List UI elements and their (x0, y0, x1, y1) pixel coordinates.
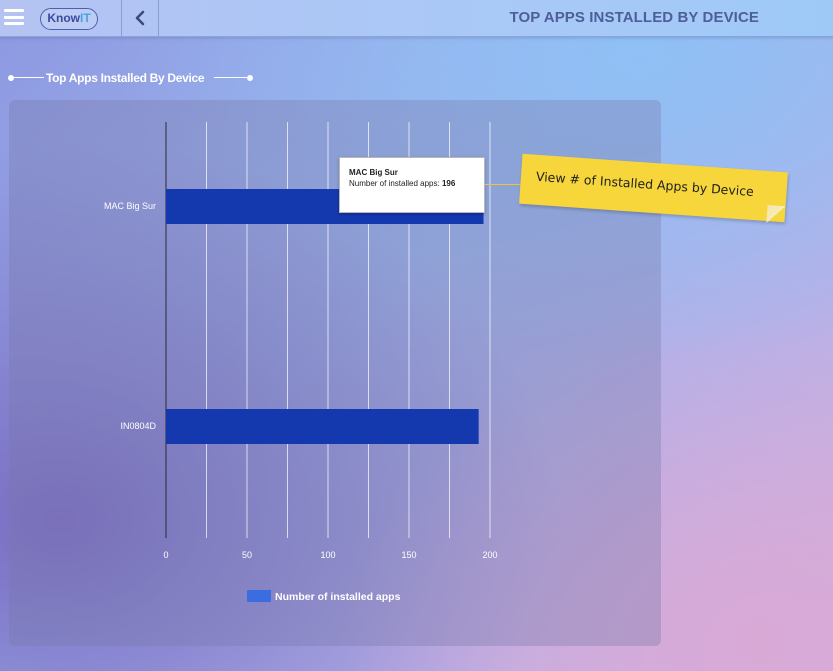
x-tick-label: 50 (242, 550, 252, 560)
knowit-logo[interactable]: KnowIT (40, 8, 98, 30)
heading-dot (247, 74, 253, 81)
page-title: TOP APPS INSTALLED BY DEVICE (509, 9, 759, 26)
x-tick-label: 200 (482, 550, 497, 560)
section-title: Top Apps Installed By Device (46, 71, 205, 85)
category-label: MAC Big Sur (104, 201, 156, 211)
x-tick-label: 0 (163, 550, 168, 560)
callout-connector (485, 184, 523, 185)
category-label: IN0804D (120, 421, 156, 431)
heading-line (214, 77, 250, 78)
back-button[interactable] (122, 0, 158, 36)
tooltip-line: Number of installed apps: 196 (349, 179, 484, 188)
tooltip-title: MAC Big Sur (349, 168, 398, 177)
header-divider (158, 0, 159, 36)
heading-line (12, 77, 44, 78)
tooltip-label: Number of installed apps: (349, 179, 442, 188)
chart-tooltip: MAC Big Sur Number of installed apps: 19… (339, 157, 485, 213)
x-tick-label: 150 (401, 550, 416, 560)
chevron-left-icon (135, 10, 145, 26)
header-divider (121, 0, 122, 36)
legend-label[interactable]: Number of installed apps (275, 591, 401, 603)
x-tick-label: 100 (320, 550, 335, 560)
bar[interactable] (166, 409, 479, 444)
heading-dot (8, 74, 14, 81)
top-bar: KnowIT TOP APPS INSTALLED BY DEVICE (0, 0, 833, 37)
hamburger-icon[interactable] (4, 9, 24, 25)
page-curl (766, 205, 786, 225)
legend-swatch[interactable] (247, 590, 271, 602)
sticky-note-text: View # of Installed Apps by Device (535, 168, 755, 200)
tooltip-value: 196 (441, 179, 456, 188)
